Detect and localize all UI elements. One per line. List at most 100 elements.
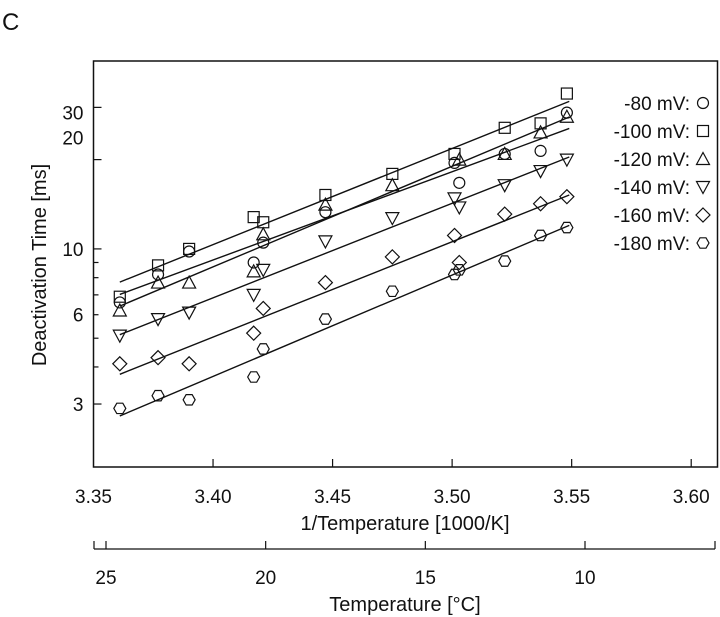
diamond-point [317,274,334,291]
triangle-up-point [497,146,513,161]
y-tick-label: 3 [73,395,84,416]
diamond-point [384,249,401,265]
hexagon-point [560,221,574,234]
x-tick-label: 3.55 [553,487,590,508]
triangle-up-point [181,274,197,289]
diamond-point [111,355,128,372]
hexagon-point [256,343,270,355]
circle-point [257,236,270,249]
hexagon-point [113,402,127,415]
triangle-down-point [533,164,549,179]
triangle-down-legend-icon [695,180,711,195]
circle-point [183,245,196,258]
hexagon-point [318,313,333,325]
x-axis: 3.35 3.40 3.45 3.50 3.55 3.60 [75,459,710,508]
triangle-down-point [317,235,333,250]
diamond-point [451,254,468,271]
triangle-up-point [317,196,333,211]
hexagon-point [385,285,400,298]
y-tick-label: 30 [62,103,83,124]
diamond-point [559,188,575,205]
square-point [534,117,547,130]
temperature-axis-title: Temperature [°C] [329,594,480,616]
circle-point [453,176,466,189]
legend-label: -100 mV: [614,122,690,143]
triangle-down-point [246,288,262,303]
hexagon-point [246,371,261,383]
x-tick-label: 3.40 [195,487,232,508]
fit-line [119,194,570,375]
y-axis: 3 6 10 20 30 [62,103,102,416]
diamond-legend-icon [695,207,711,223]
triangle-down-point [255,263,271,278]
plot-frame [92,60,719,468]
diamond-point [255,300,272,317]
y-tick-label: 10 [62,240,83,261]
y-axis-title: Deactivation Time [ms] [29,164,51,366]
diamond-point [181,355,197,372]
x-axis-title: 1/Temperature [1000/K] [300,513,509,535]
hexagon-point [182,394,196,406]
triangle-up-point [255,226,271,241]
circle-point [448,156,461,169]
triangle-down-point [447,192,463,207]
square-point [560,87,573,100]
legend-label: -140 mV: [614,178,690,199]
triangle-down-point [451,201,467,216]
triangle-up-point [150,274,166,289]
panel-label: C [2,9,19,36]
temperature-tick-label: 10 [574,568,595,589]
triangle-up-point [384,177,400,192]
triangle-down-point [384,212,400,226]
diamond-point [150,349,166,366]
square-point [319,188,332,202]
square-point [183,242,196,256]
fit-line [119,156,570,336]
legend-label: -80 mV: [624,94,690,115]
y-tick-label: 6 [73,306,84,327]
circle-legend-icon [696,96,710,110]
temperature-tick-label: 20 [255,568,276,589]
square-legend-icon [696,124,710,138]
hexagon-legend-icon [696,237,710,249]
circle-point [247,256,260,269]
legend-label: -180 mV: [614,234,690,255]
hexagon-point [452,264,466,276]
square-point [113,290,126,303]
square-point [498,121,511,134]
y-tick-label: 20 [62,129,83,150]
triangle-down-point [112,329,128,344]
triangle-down-point [559,153,575,168]
hexagon-point [533,229,548,242]
data-points [111,87,575,415]
triangle-down-point [150,312,166,327]
hexagon-point [498,255,512,267]
diamond-point [245,325,262,342]
triangle-up-legend-icon [695,151,711,166]
x-tick-label: 3.60 [673,487,710,508]
x-tick-label: 3.35 [75,487,112,508]
square-point [151,259,165,272]
circle-point [534,144,547,157]
diamond-point [496,206,513,222]
hexagon-point [447,268,462,281]
x-tick-label: 3.50 [434,487,471,508]
legend-label: -120 mV: [614,150,690,171]
circle-point [560,106,573,119]
circle-point [151,268,165,281]
legend: -80 mV: -100 mV: -120 mV: -140 mV: -160 mV: -… [614,94,711,255]
temperature-tick-label: 25 [95,568,116,589]
triangle-up-point [533,124,549,139]
triangle-down-point [497,179,513,193]
temperature-axis: 25 20 15 10 [93,541,716,589]
triangle-up-point [559,108,575,123]
triangle-down-point [181,306,197,321]
legend-label: -160 mV: [614,206,690,227]
fit-line [119,224,570,417]
temperature-tick-label: 15 [415,568,436,589]
circle-point [319,206,332,219]
diamond-point [446,227,463,244]
diamond-point [532,195,549,212]
x-tick-label: 3.45 [314,487,351,508]
